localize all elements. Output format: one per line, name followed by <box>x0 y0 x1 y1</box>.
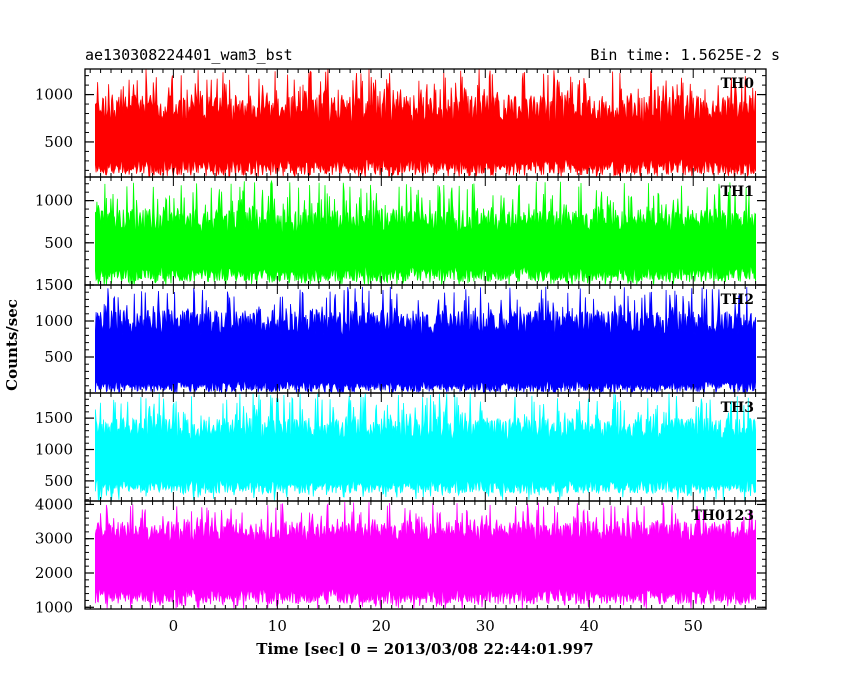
y-tick-label: 1000 <box>35 86 73 104</box>
panel-th1: 0 500 1000 TH1 <box>35 176 767 294</box>
series-trace-th1 <box>95 179 756 285</box>
chart-title-right: Bin time: 1.5625E-2 s <box>590 46 780 64</box>
y-tick-label: 0 <box>63 276 73 294</box>
y-tick-label: 500 <box>44 133 73 151</box>
panel-th2: 500 1000 1500 TH2 <box>35 276 767 394</box>
y-tick-label: 1500 <box>35 409 73 427</box>
x-tick-label: 30 <box>476 617 495 635</box>
y-tick-label: 1000 <box>35 312 73 330</box>
y-axis-label: Counts/sec <box>3 299 21 391</box>
series-trace-th3 <box>95 393 756 501</box>
series-trace-th2 <box>95 286 756 393</box>
y-tick-label: 500 <box>44 472 73 490</box>
panel-th0: 500 1000 TH0 <box>35 68 767 178</box>
x-axis: 0 10 20 30 40 50 <box>169 617 703 635</box>
panel-stack: 500 1000 TH0 0 500 1000 TH1 500 1000 1500 TH2 500 10… <box>35 68 767 616</box>
panel-label: TH2 <box>721 292 754 308</box>
x-axis-label: Time [sec] 0 = 2013/03/08 22:44:01.997 <box>256 640 593 658</box>
y-tick-label: 1500 <box>35 276 73 294</box>
y-tick-label: 2000 <box>35 564 73 582</box>
panel-label: TH0 <box>721 76 755 92</box>
panel-th0123: 1000 2000 3000 4000 TH0123 <box>35 495 767 616</box>
series-trace-th0123 <box>95 501 756 609</box>
y-tick-label: 1000 <box>35 192 73 210</box>
y-tick-label: 1000 <box>35 441 73 459</box>
chart-title-left: ae130308224401_wam3_bst <box>85 46 293 64</box>
panel-label: TH0123 <box>691 508 754 524</box>
panel-label: TH3 <box>721 400 754 416</box>
y-tick-label: 1000 <box>35 598 73 616</box>
panel-frame <box>84 500 767 610</box>
x-tick-label: 0 <box>169 617 179 635</box>
y-tick-label: 500 <box>44 348 73 366</box>
x-tick-label: 40 <box>580 617 599 635</box>
y-tick-label: 3000 <box>35 530 73 548</box>
x-tick-label: 20 <box>372 617 391 635</box>
y-tick-label: 500 <box>44 234 73 252</box>
x-tick-label: 10 <box>268 617 287 635</box>
y-tick-label: 4000 <box>35 495 73 513</box>
x-tick-label: 50 <box>684 617 703 635</box>
panel-th3: 500 1000 1500 TH3 <box>35 392 767 502</box>
series-trace-th0 <box>95 69 756 177</box>
panel-label: TH1 <box>721 184 754 200</box>
